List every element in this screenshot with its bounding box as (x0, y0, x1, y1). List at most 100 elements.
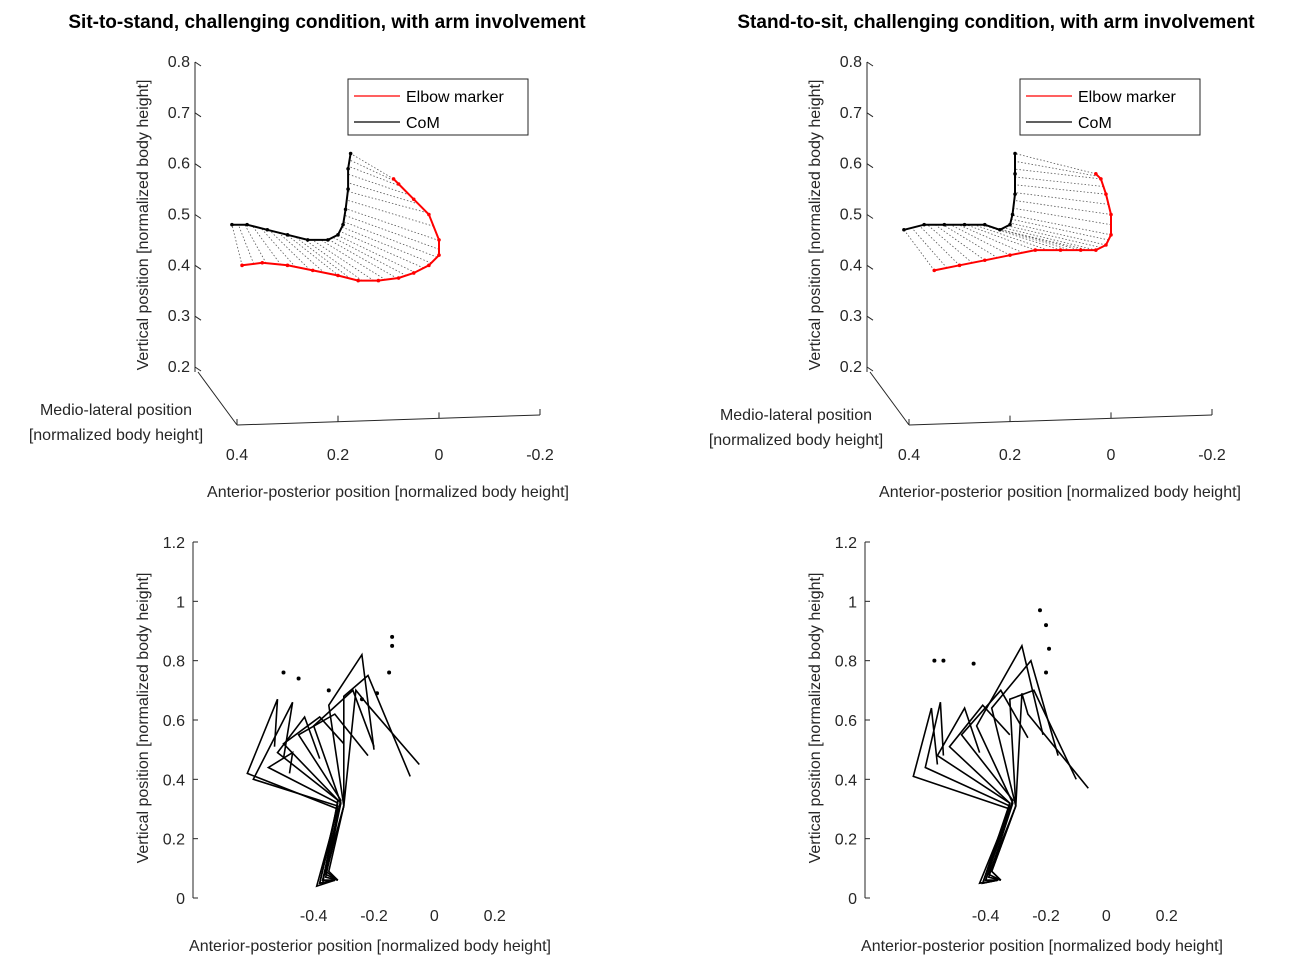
x-tick-label: -0.2 (526, 447, 554, 464)
z-tick-mark (866, 163, 874, 169)
connector-line (295, 236, 351, 279)
series-point-elbow (427, 263, 431, 268)
series-point-com (346, 187, 350, 191)
z-tick-mark (866, 112, 874, 118)
series-point-elbow (1094, 172, 1098, 176)
stick-figure (246, 698, 339, 888)
marker-point (941, 658, 946, 663)
z-tick-label: 0.8 (168, 54, 190, 71)
connector-line (345, 208, 440, 241)
z-tick-label: 0.5 (840, 207, 862, 224)
marker-point (359, 697, 364, 702)
z-tick-label: 0.8 (840, 54, 862, 71)
x-tick-label: -0.4 (300, 908, 328, 925)
z-tick-label: 0.3 (168, 308, 190, 325)
connector-line (942, 224, 998, 259)
series-point-com (285, 233, 290, 237)
y-axis: 0 0.2 0.4 0.6 0.8 1 1.2 (163, 535, 198, 908)
z-tick-label: 0.7 (168, 105, 190, 122)
series-point-com (348, 151, 353, 156)
y-tick-label: 0 (176, 891, 185, 908)
connector-line (347, 173, 410, 196)
series-point-com (1013, 172, 1017, 176)
marker-points (281, 634, 395, 702)
series-point-com (1010, 212, 1015, 217)
z-tick-mark (866, 264, 874, 270)
series-point-com (982, 222, 987, 227)
series-point-elbow (411, 271, 416, 275)
series-point-com (245, 222, 249, 227)
connector-line (950, 224, 1011, 256)
connector-line (348, 166, 402, 187)
connector-line (286, 234, 340, 277)
marker-point (932, 658, 937, 663)
series-point-com (343, 207, 348, 212)
x-axis-label: Anterior-posterior position [normalized … (879, 484, 1241, 501)
legend-entry-com: CoM (406, 115, 440, 132)
series-point-elbow (1109, 233, 1113, 237)
y-tick-label: 0.8 (163, 654, 185, 671)
stick-figure (312, 688, 375, 881)
z-tick-label: 0.2 (168, 359, 190, 376)
connector-line (1015, 184, 1106, 195)
y-axis-label-line2: [normalized body height] (709, 432, 883, 449)
z-tick-label: 0.5 (168, 207, 190, 224)
z-tick-mark (194, 315, 202, 321)
legend: Elbow marker CoM (347, 78, 529, 136)
connector-line (328, 239, 398, 279)
z-tick-label: 0.4 (840, 257, 862, 274)
z-tick-mark (194, 163, 202, 169)
stick-figure (987, 659, 1059, 881)
connector-line (1012, 214, 1112, 236)
y-tick-label: 0 (848, 891, 857, 908)
series-point-elbow (376, 278, 381, 283)
connector-line (1011, 218, 1109, 241)
y-axis-label-line1: Medio-lateral position (720, 407, 872, 424)
stick-figure (324, 652, 375, 881)
z-tick-label: 0.3 (840, 308, 862, 325)
series-point-elbow (1033, 248, 1038, 252)
series-point-com (336, 233, 340, 237)
marker-point (971, 661, 976, 666)
series-point-com (1013, 151, 1017, 156)
series-point-elbow (411, 197, 416, 202)
series-point-com (902, 227, 906, 232)
z-tick-mark (866, 315, 874, 321)
connector-line (244, 224, 267, 264)
series-point-elbow (1094, 248, 1098, 252)
legend: Elbow marker CoM (1019, 78, 1201, 136)
stick-figure (327, 688, 420, 881)
marker-point (390, 643, 395, 648)
marker-point (387, 670, 392, 675)
connector-line (988, 225, 1071, 251)
series-point-com (230, 222, 234, 227)
connector-line (926, 224, 973, 264)
x-axis-line (236, 414, 541, 426)
z-tick-label: 0.2 (840, 359, 862, 376)
y-tick-label: 0.8 (835, 654, 857, 671)
series-point-elbow (260, 260, 265, 265)
series-point-elbow (310, 268, 315, 273)
z-axis-label: Vertical position [normalized body heigh… (135, 80, 152, 371)
legend-entry-com: CoM (1078, 115, 1112, 132)
connector-line (1014, 200, 1112, 215)
connector-line (1015, 176, 1104, 187)
connector-line (337, 234, 416, 273)
series-point-com (998, 227, 1002, 232)
z-tick-mark (866, 214, 874, 219)
z-tick-label: 0.6 (168, 156, 190, 173)
connector-line (1013, 207, 1112, 226)
connector-line (973, 224, 1049, 251)
y-tick-label: 0.2 (835, 832, 857, 849)
series-point-elbow (391, 177, 396, 181)
connector-line (903, 229, 935, 271)
series-point-com (1008, 222, 1012, 227)
z-tick-mark (194, 264, 202, 270)
y-axis: 0 0.2 0.4 0.6 0.8 1 1.2 (835, 535, 870, 908)
x-axis-label: Anterior-posterior position [normalized … (189, 938, 551, 955)
marker-point (1044, 623, 1049, 628)
x-tick-label: 0.2 (484, 908, 506, 925)
y-axis-line (197, 371, 238, 426)
z-axis-label: Vertical position [normalized body heigh… (807, 80, 824, 371)
stick-figure (990, 693, 1089, 881)
